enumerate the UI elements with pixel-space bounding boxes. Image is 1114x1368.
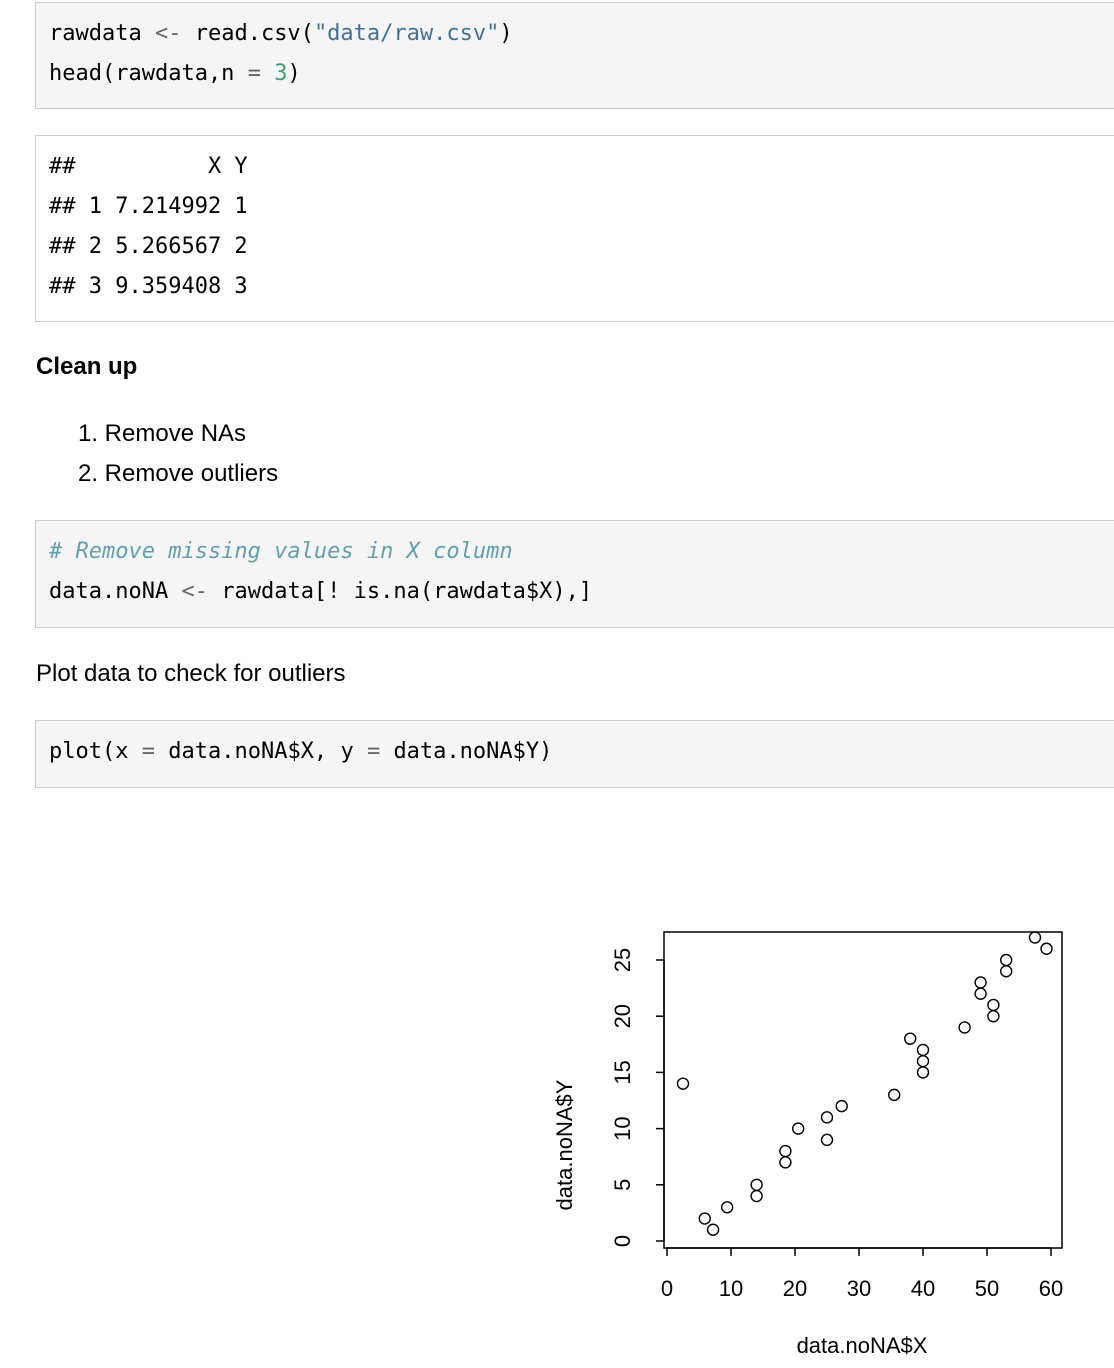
y-tick-label: 0 <box>610 1235 635 1247</box>
code-number: 3 <box>274 61 288 86</box>
data-point <box>888 1088 901 1102</box>
y-tick-label: 20 <box>610 1004 635 1028</box>
list-item: 1. Remove NAs <box>78 420 247 447</box>
data-point <box>916 1066 930 1079</box>
y-tick-label: 5 <box>610 1179 635 1191</box>
code-line: head(rawdata,n = 3) <box>49 61 301 87</box>
code-token: ) <box>499 21 513 46</box>
axes: 0 10 20 30 40 50 60 0 5 10 15 20 25 <box>610 948 1063 1301</box>
section-heading-clean-up: Clean up <box>36 353 138 380</box>
data-point <box>820 1111 834 1124</box>
code-token: data.noNA <box>49 579 169 604</box>
data-point <box>987 998 1000 1012</box>
x-tick-label: 50 <box>975 1276 999 1301</box>
code-line: data.noNA <- rawdata[! is.na(rawdata$X),… <box>49 579 592 605</box>
code-token: rawdata <box>49 21 142 46</box>
code-token: data.noNA$X, <box>168 739 328 764</box>
code-operator: <- <box>154 21 182 46</box>
code-operator: <- <box>181 579 208 604</box>
data-point <box>720 1201 734 1214</box>
code-token: ) <box>287 61 301 86</box>
data-point <box>779 1156 792 1169</box>
list-item: 2. Remove outliers <box>78 460 279 487</box>
code-token: data.noNA$Y) <box>393 739 553 764</box>
x-tick-label: 20 <box>783 1276 807 1301</box>
code-line: plot(x = data.noNA$X, y = data.noNA$Y) <box>49 739 552 765</box>
code-token: head(rawdata,n <box>49 61 235 86</box>
x-tick-label: 0 <box>661 1276 673 1301</box>
x-tick-label: 60 <box>1039 1276 1063 1301</box>
code-line: rawdata <- read.csv("data/raw.csv") <box>49 21 513 47</box>
data-point <box>916 1043 930 1057</box>
x-tick-label: 40 <box>911 1276 935 1301</box>
code-block-plot: plot(x = data.noNA$X, y = data.noNA$Y) <box>35 720 1114 788</box>
x-tick-label: 30 <box>847 1276 871 1301</box>
data-point <box>750 1178 763 1191</box>
code-token: rawdata[! is.na(rawdata$X),] <box>221 579 593 604</box>
data-point <box>974 987 987 1000</box>
data-point <box>1000 953 1013 967</box>
x-tick-label: 10 <box>719 1276 743 1301</box>
code-string: "data/raw.csv" <box>313 21 500 46</box>
code-operator: = <box>141 739 155 764</box>
code-block-read-csv: rawdata <- read.csv("data/raw.csv") head… <box>35 2 1114 109</box>
data-point <box>820 1133 834 1147</box>
code-token: plot(x <box>49 739 129 764</box>
data-point <box>676 1077 690 1090</box>
code-operator: = <box>366 739 381 764</box>
output-line: ## 1 7.214992 1 <box>49 194 248 219</box>
data-point <box>792 1122 805 1135</box>
y-tick-label: 10 <box>610 1116 635 1140</box>
output-line: ## 3 9.359408 3 <box>49 274 248 299</box>
data-point <box>904 1032 917 1045</box>
code-token: y <box>340 739 354 764</box>
data-point <box>958 1021 971 1034</box>
data-point <box>706 1223 720 1236</box>
output-line: ## X Y <box>49 154 248 179</box>
code-token: read.csv( <box>194 21 314 46</box>
paragraph-plot-intro: Plot data to check for outliers <box>36 660 346 687</box>
output-block-head: ## X Y ## 1 7.214992 1 ## 2 5.266567 2 #… <box>35 135 1114 322</box>
x-axis-label: data.noNA$X <box>797 1333 928 1358</box>
code-block-remove-na: # Remove missing values in X column data… <box>35 520 1114 628</box>
data-point <box>974 976 987 989</box>
output-line: ## 2 5.266567 2 <box>49 234 248 259</box>
data-point <box>1000 965 1013 978</box>
y-axis-label: data.noNA$Y <box>552 1079 577 1210</box>
y-tick-label: 25 <box>610 948 635 972</box>
plot-frame <box>663 931 1063 1249</box>
data-points <box>676 931 1053 1236</box>
data-point <box>987 1009 1000 1023</box>
data-point <box>779 1144 792 1158</box>
code-comment: # Remove missing values in X column <box>49 539 513 564</box>
data-point <box>698 1212 711 1225</box>
data-point <box>835 1099 848 1113</box>
data-point <box>1028 931 1042 944</box>
data-point <box>750 1189 763 1203</box>
data-point <box>916 1054 930 1068</box>
y-tick-label: 15 <box>610 1060 635 1084</box>
scatter-plot: 0 10 20 30 40 50 60 0 5 10 15 20 25 data.noNA$X data… <box>552 931 1063 1358</box>
code-operator: = <box>247 61 261 86</box>
data-point <box>1040 942 1053 955</box>
